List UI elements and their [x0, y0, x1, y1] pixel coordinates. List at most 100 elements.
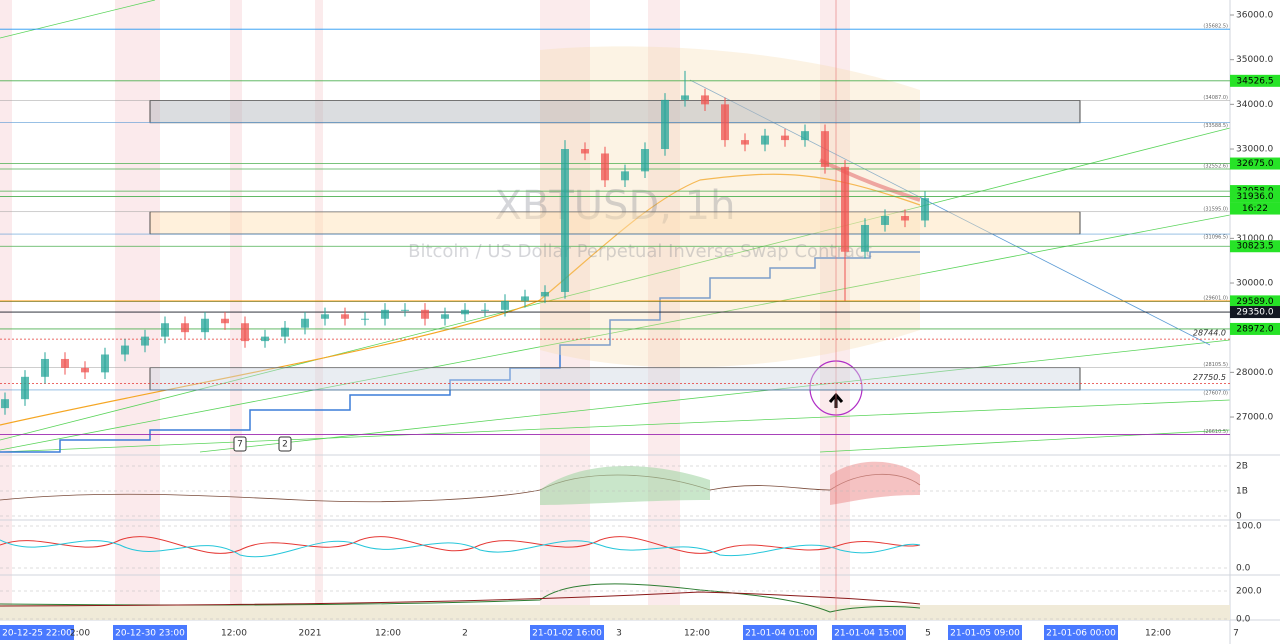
zone-label: (28105.5) [1203, 362, 1228, 368]
candle-body [681, 95, 689, 100]
candle-body [501, 300, 509, 310]
candle-body [561, 149, 569, 292]
price-badge-label: 34526.5 [1236, 76, 1273, 86]
candle-body [181, 323, 189, 333]
y-tick-label: 28000.0 [1236, 368, 1273, 378]
y-tick-label: 27000.0 [1236, 413, 1273, 423]
price-badge [1230, 322, 1280, 335]
price-badge-label: 29350.0 [1236, 308, 1273, 318]
price-badge-label: 32675.0 [1236, 159, 1273, 169]
x-tick-label: 2 [462, 629, 468, 639]
zone-label: (31595.0) [1203, 206, 1228, 212]
candle-body [881, 216, 889, 225]
y-tick-label: 31000.0 [1236, 234, 1273, 244]
candle-body [861, 224, 869, 252]
candle-body [441, 314, 449, 319]
x-tick-label: 21-01-02 16:00 [532, 629, 602, 639]
flag-box [278, 436, 292, 452]
y-tick-label: 34000.0 [1236, 100, 1273, 110]
price-badge-label: 29589.0 [1236, 297, 1273, 307]
candle-body [661, 99, 669, 150]
candle-body [521, 296, 529, 301]
y-tick-label: 30000.0 [1236, 279, 1273, 289]
watermark-title: XBTUSD, 1h [495, 183, 736, 229]
candle-body [341, 314, 349, 319]
x-tick-label: 12:00 [684, 629, 710, 639]
candle-body [841, 166, 849, 252]
pane-tick-label: 1B [1236, 487, 1248, 497]
x-tick-label: 20-12-30 23:00 [115, 629, 185, 639]
candle-body [421, 309, 429, 319]
zone-label: (31096.5) [1203, 235, 1228, 241]
candle-body [601, 153, 609, 181]
candle-body [621, 171, 629, 181]
x-tick-label: 12:00 [1145, 629, 1171, 639]
time-badge [113, 625, 187, 640]
countdown: 16:22 [1242, 204, 1268, 214]
flag-label: 7 [237, 440, 243, 450]
price-line-tag: (35682.5) [1203, 24, 1228, 30]
x-tick-label: 21-01-04 15:00 [834, 629, 904, 639]
zone-label: (34087.0) [1203, 95, 1228, 101]
time-badge [832, 625, 906, 640]
price-badge [1230, 306, 1280, 319]
x-tick-label: 21-01-06 00:00 [1046, 629, 1116, 639]
candle-body [901, 216, 909, 221]
flag-label: 2 [282, 440, 288, 450]
pane-tick-label: 200.0 [1236, 587, 1262, 597]
x-tick-label: 3 [616, 629, 622, 639]
flag-box [233, 436, 247, 452]
candle-body [801, 131, 809, 141]
price-line-label: 27750.5 [1193, 373, 1226, 382]
price-badge [1230, 74, 1280, 87]
y-tick-label: 33000.0 [1236, 145, 1273, 155]
countdown-badge [1230, 202, 1280, 215]
candle-body [121, 345, 129, 355]
pane-tick-label: 100.0 [1236, 522, 1262, 532]
candle-body [481, 309, 489, 311]
x-tick-label: 20-12-25 22:00 [2, 629, 72, 639]
time-badge [0, 625, 74, 640]
candle-body [581, 149, 589, 154]
zone [149, 211, 1081, 235]
price-line-tag: (26610.5) [1203, 429, 1228, 435]
candle-body [301, 318, 309, 328]
candle-body [701, 95, 709, 105]
candle-body [81, 367, 89, 373]
candle-body [821, 131, 829, 167]
candle-body [141, 336, 149, 346]
candle-body [201, 318, 209, 333]
price-badge-label: 30823.5 [1236, 242, 1273, 252]
candle-body [241, 323, 249, 342]
candle-body [321, 314, 329, 319]
zone-label: (33588.5) [1203, 123, 1228, 129]
candle-body [461, 309, 469, 315]
price-badge [1230, 240, 1280, 253]
candle-body [361, 318, 369, 320]
candle-body [1, 399, 9, 409]
candle-body [921, 198, 929, 221]
time-badge [743, 625, 817, 640]
candle-body [221, 318, 229, 324]
x-tick-label: 5 [925, 629, 931, 639]
candle-body [761, 135, 769, 145]
signal-circle [809, 0, 863, 620]
candle-body [261, 336, 269, 342]
pane-tick-label: 0 [1236, 512, 1242, 522]
x-tick-label: 12:00 [221, 629, 247, 639]
candle-body [21, 376, 29, 400]
indicator-shapes [0, 461, 1230, 620]
zone-label: (27607.0) [1203, 390, 1228, 396]
price-line-tag: (32552.6) [1203, 164, 1228, 170]
x-tick-label: 21-01-04 01:00 [745, 629, 815, 639]
price-badge [1230, 295, 1280, 308]
price-line-label: 28744.0 [1193, 329, 1226, 338]
candle-body [61, 358, 69, 368]
y-tick-label: 35000.0 [1236, 55, 1273, 65]
price-badge-label: 28972.0 [1236, 324, 1273, 334]
candle-body [721, 104, 729, 141]
zone [149, 100, 1081, 124]
price-badge [1230, 190, 1280, 203]
candle-body [781, 135, 789, 141]
